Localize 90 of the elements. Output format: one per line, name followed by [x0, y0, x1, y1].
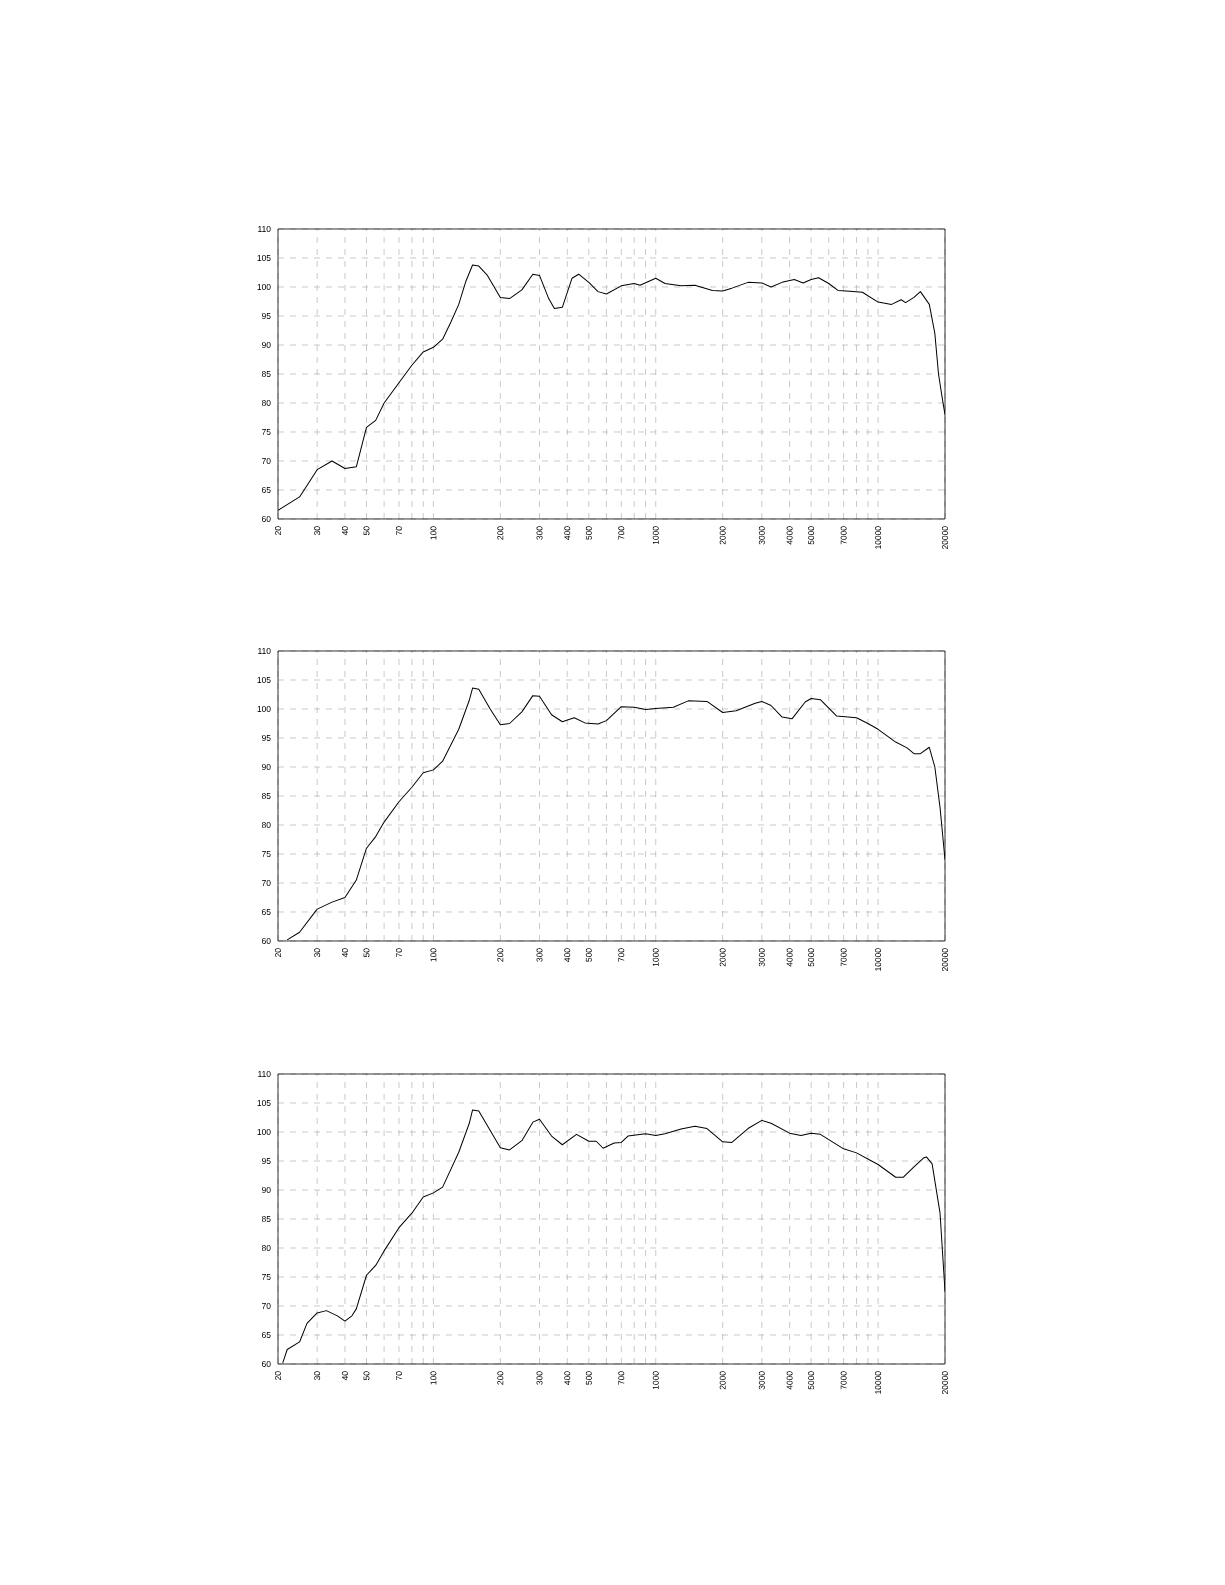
- y-tick-label: 100: [257, 706, 271, 712]
- x-tick-label: 10000: [875, 948, 882, 971]
- y-tick-label: 105: [257, 1100, 271, 1106]
- y-tick-label: 95: [262, 313, 271, 319]
- x-tick-label: 1000: [652, 1371, 659, 1390]
- y-tick-label: 85: [261, 1216, 271, 1222]
- y-tick-label: 60: [262, 938, 271, 944]
- x-tick-label: 300: [536, 526, 543, 540]
- x-tick-label: 200: [497, 1371, 504, 1385]
- x-tick-label: 3000: [758, 948, 765, 967]
- x-tick-label: 7000: [840, 526, 847, 545]
- y-tick-label: 110: [258, 648, 271, 654]
- x-tick-label: 700: [618, 526, 625, 540]
- x-tick-label: 2000: [719, 526, 726, 545]
- x-tick-label: 20000: [942, 1371, 948, 1394]
- y-tick-label: 60: [262, 1361, 271, 1367]
- x-tick-label: 20: [275, 948, 281, 957]
- y-tick-label: 85: [261, 793, 271, 799]
- x-tick-label: 400: [564, 526, 571, 540]
- x-tick-label: 4000: [786, 526, 793, 545]
- x-tick-label: 4000: [786, 1371, 793, 1390]
- y-tick-label: 70: [262, 880, 271, 886]
- x-tick-label: 500: [585, 948, 592, 962]
- y-tick-label: 90: [262, 764, 271, 770]
- x-tick-label: 70: [395, 948, 402, 957]
- y-tick-label: 90: [262, 1187, 271, 1193]
- x-tick-label: 700: [618, 1371, 625, 1385]
- y-tick-label: 80: [261, 822, 271, 828]
- x-tick-label: 3000: [758, 1371, 765, 1390]
- x-tick-label: 5000: [808, 526, 815, 545]
- y-tick-label: 85: [261, 371, 271, 377]
- y-tick-label: 95: [262, 1158, 271, 1164]
- y-tick-label: 95: [262, 735, 271, 741]
- y-tick-label: 60: [262, 516, 271, 522]
- x-tick-label: 40: [341, 526, 348, 536]
- y-tick-label: 80: [261, 1245, 271, 1251]
- x-tick-label: 100: [430, 948, 437, 962]
- x-tick-label: 40: [341, 948, 348, 958]
- x-tick-label: 50: [363, 948, 370, 958]
- y-tick-label: 75: [262, 1274, 271, 1280]
- x-tick-label: 400: [564, 1371, 571, 1385]
- x-tick-label: 100: [430, 526, 437, 540]
- x-tick-label: 2000: [719, 948, 726, 967]
- y-tick-label: 110: [258, 226, 271, 232]
- y-tick-label: 100: [257, 284, 271, 290]
- x-tick-label: 20000: [942, 526, 948, 549]
- x-tick-label: 500: [585, 1371, 592, 1385]
- x-tick-label: 200: [497, 526, 504, 540]
- x-tick-label: 10000: [875, 1371, 882, 1394]
- x-tick-label: 300: [536, 948, 543, 962]
- y-tick-label: 80: [261, 400, 271, 406]
- y-tick-label: 90: [262, 342, 271, 348]
- x-tick-label: 7000: [840, 948, 847, 967]
- x-tick-label: 100: [430, 1371, 437, 1385]
- x-tick-label: 5000: [808, 948, 815, 967]
- x-tick-label: 300: [536, 1371, 543, 1385]
- y-tick-label: 65: [262, 909, 271, 915]
- x-tick-label: 700: [618, 948, 625, 962]
- y-tick-label: 65: [262, 487, 271, 493]
- x-tick-label: 4000: [786, 948, 793, 967]
- x-tick-label: 200: [497, 948, 504, 962]
- x-tick-label: 1000: [652, 948, 659, 967]
- y-tick-label: 70: [262, 1303, 271, 1309]
- y-tick-label: 75: [262, 429, 271, 435]
- y-tick-label: 105: [257, 677, 271, 683]
- x-tick-label: 2000: [719, 1371, 726, 1390]
- x-tick-label: 20000: [942, 948, 948, 971]
- x-tick-label: 30: [314, 948, 321, 958]
- x-tick-label: 70: [395, 1371, 402, 1380]
- x-tick-label: 50: [363, 1371, 370, 1381]
- x-tick-label: 70: [395, 526, 402, 535]
- x-tick-label: 500: [585, 526, 592, 540]
- y-tick-label: 110: [258, 1071, 271, 1077]
- y-tick-label: 65: [262, 1332, 271, 1338]
- x-tick-label: 7000: [840, 1371, 847, 1390]
- x-tick-label: 50: [363, 526, 370, 536]
- x-tick-label: 20: [275, 526, 281, 535]
- y-tick-label: 100: [257, 1129, 271, 1135]
- x-tick-label: 5000: [808, 1371, 815, 1390]
- y-tick-label: 70: [262, 458, 271, 464]
- x-tick-label: 3000: [758, 526, 765, 545]
- x-tick-label: 30: [314, 1371, 321, 1381]
- y-tick-label: 75: [262, 851, 271, 857]
- x-tick-label: 40: [341, 1371, 348, 1381]
- x-tick-label: 1000: [652, 526, 659, 545]
- x-tick-label: 400: [564, 948, 571, 962]
- y-tick-label: 105: [257, 255, 271, 261]
- x-tick-label: 30: [314, 526, 321, 536]
- x-tick-label: 10000: [875, 526, 882, 549]
- x-tick-label: 20: [275, 1371, 281, 1380]
